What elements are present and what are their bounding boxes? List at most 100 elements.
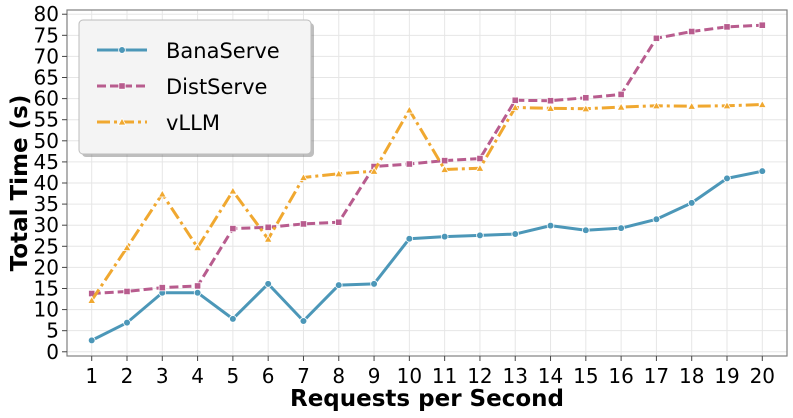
data-point-vllm — [228, 186, 238, 195]
legend-marker-banaserve — [118, 46, 126, 54]
data-point-vllm — [87, 295, 97, 304]
data-point-distserve — [299, 220, 308, 228]
data-point-banaserve — [193, 288, 202, 297]
data-point-vllm — [722, 101, 732, 110]
y-tick-label: 60 — [34, 87, 59, 111]
series-line-distserve — [91, 23, 763, 296]
data-point-banaserve — [687, 199, 696, 207]
y-tick-label: 70 — [34, 44, 59, 68]
y-axis-title: Total Time (s) — [7, 95, 33, 272]
data-point-banaserve — [405, 234, 414, 243]
data-point-banaserve — [723, 174, 731, 183]
x-tick-label: 1 — [85, 364, 98, 388]
data-point-banaserve — [476, 231, 484, 240]
x-tick-label: 12 — [467, 364, 492, 388]
data-point-banaserve — [264, 280, 272, 288]
data-point-banaserve — [582, 226, 590, 235]
data-point-distserve — [229, 224, 237, 233]
data-point-vllm — [440, 164, 450, 173]
x-axis-title: Requests per Second — [290, 386, 564, 412]
data-point-vllm — [369, 166, 379, 175]
y-tick-label: 45 — [34, 150, 59, 174]
y-tick-label: 15 — [34, 276, 59, 300]
data-point-vllm — [263, 234, 273, 243]
data-point-distserve — [264, 223, 272, 231]
data-point-vllm — [157, 189, 167, 198]
x-tick-label: 14 — [538, 364, 563, 388]
y-tick-label: 35 — [34, 192, 59, 216]
x-tick-label: 16 — [608, 364, 633, 388]
x-tick-label: 10 — [397, 364, 422, 388]
x-tick-label: 19 — [714, 364, 739, 388]
x-tick-label: 20 — [750, 364, 775, 388]
series-line-banaserve — [91, 169, 763, 342]
data-point-banaserve — [229, 315, 237, 323]
data-point-banaserve — [87, 336, 96, 345]
legend-entries: BanaServe DistServe vLLM — [97, 39, 280, 135]
data-point-vllm — [757, 99, 767, 108]
x-tick-label: 7 — [297, 364, 310, 388]
y-tick-label: 10 — [34, 298, 59, 322]
data-point-distserve — [441, 157, 449, 165]
y-tick-label: 30 — [34, 213, 59, 237]
data-point-vllm — [122, 242, 132, 251]
x-tick-label: 11 — [432, 364, 457, 388]
series-banaserve — [87, 167, 767, 345]
data-point-distserve — [546, 97, 555, 105]
data-point-banaserve — [511, 230, 520, 238]
legend-label-banaserve: BanaServe — [166, 39, 280, 63]
data-point-distserve — [652, 34, 661, 42]
data-point-distserve — [688, 27, 696, 36]
legend-label-distserve: DistServe — [166, 75, 267, 99]
legend: BanaServe DistServe vLLM — [78, 19, 314, 157]
data-point-vllm — [616, 102, 626, 111]
series-vllm — [87, 99, 767, 304]
data-point-vllm — [687, 101, 697, 110]
x-tick-label: 3 — [156, 364, 169, 388]
y-tick-label: 40 — [34, 171, 59, 195]
x-tick-label: 18 — [679, 364, 704, 388]
data-point-vllm — [475, 163, 485, 172]
x-tick-label: 4 — [191, 364, 204, 388]
data-point-banaserve — [440, 232, 449, 241]
data-point-distserve — [335, 218, 343, 226]
data-point-distserve — [617, 90, 625, 98]
legend-label-vllm: vLLM — [166, 111, 220, 135]
data-point-distserve — [723, 23, 731, 31]
data-point-vllm — [193, 242, 203, 251]
y-tick-label: 0 — [46, 340, 59, 364]
y-tick-label: 75 — [34, 23, 59, 47]
data-point-vllm — [546, 103, 556, 112]
data-point-banaserve — [546, 221, 555, 230]
legend-marker-distserve — [118, 82, 126, 90]
data-point-distserve — [511, 96, 519, 104]
data-point-vllm — [298, 172, 308, 181]
legend-marker-vllm — [117, 117, 127, 126]
x-tick-label: 8 — [332, 364, 345, 388]
y-tick-label: 55 — [34, 108, 59, 132]
data-point-banaserve — [370, 280, 378, 288]
data-point-banaserve — [334, 281, 343, 289]
legend-box — [78, 19, 312, 155]
data-point-banaserve — [299, 317, 308, 325]
series-layer — [87, 21, 767, 345]
data-point-distserve — [758, 21, 766, 29]
data-point-distserve — [582, 94, 590, 102]
data-point-distserve — [158, 284, 166, 292]
data-point-distserve — [476, 154, 484, 163]
data-point-distserve — [123, 287, 131, 296]
data-point-banaserve — [758, 167, 767, 175]
data-point-banaserve — [617, 224, 625, 232]
data-point-banaserve — [652, 215, 661, 224]
data-point-distserve — [405, 160, 413, 168]
y-tick-label: 5 — [46, 319, 59, 343]
data-point-vllm — [404, 105, 414, 114]
y-tick-label: 65 — [34, 66, 59, 90]
x-tick-label: 6 — [262, 364, 275, 388]
y-tick-label: 50 — [34, 129, 59, 153]
x-tick-label: 13 — [503, 364, 528, 388]
data-point-vllm — [581, 104, 591, 113]
data-point-vllm — [510, 102, 520, 111]
